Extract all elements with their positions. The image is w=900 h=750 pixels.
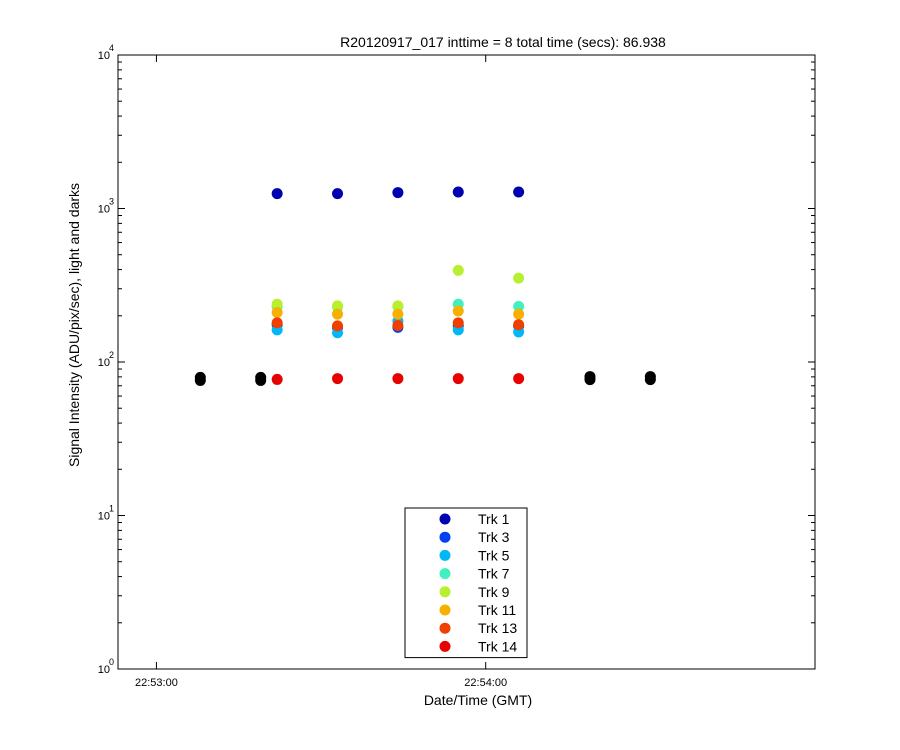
- legend-label: Trk 11: [478, 602, 516, 618]
- legend-label: Trk 1: [478, 511, 510, 527]
- data-point: [452, 373, 464, 385]
- legend-marker: [439, 622, 451, 634]
- data-point: [332, 188, 344, 200]
- data-point: [513, 373, 525, 385]
- legend-box: [404, 507, 528, 659]
- y-tick-label: 10: [98, 511, 110, 523]
- data-point: [271, 317, 283, 329]
- legend-marker: [439, 531, 451, 543]
- chart-title: R20120917_017 inttime = 8 total time (se…: [340, 34, 666, 50]
- data-point: [332, 320, 344, 332]
- legend-label: Trk 5: [478, 547, 510, 563]
- legend-marker: [439, 513, 451, 525]
- data-point: [271, 298, 283, 310]
- data-point: [392, 187, 404, 199]
- legend-label: Trk 13: [478, 620, 517, 636]
- y-tick-exponent: 2: [109, 350, 114, 360]
- data-point: [271, 307, 283, 319]
- data-point: [513, 319, 525, 331]
- data-point: [513, 272, 525, 284]
- y-tick-label: 10: [98, 357, 110, 369]
- data-point: [271, 188, 283, 200]
- y-tick-exponent: 1: [109, 504, 114, 514]
- y-tick-exponent: 4: [109, 43, 114, 53]
- legend-marker: [439, 549, 451, 561]
- data-point: [392, 373, 404, 385]
- legend-label: Trk 3: [478, 529, 510, 545]
- legend: Trk 1 Trk 3 Trk 5 Trk 7 Trk 9 Trk 11 Trk 13 Trk…: [404, 507, 528, 659]
- data-point: [513, 300, 525, 312]
- legend-label: Trk 14: [478, 638, 517, 654]
- y-axis-label: Signal Intensity (ADU/pix/sec), light an…: [66, 183, 82, 467]
- data-point: [392, 300, 404, 312]
- y-tick-label: 10: [98, 664, 110, 676]
- legend-marker: [439, 640, 451, 652]
- y-tick-label: 10: [98, 204, 110, 216]
- data-point: [332, 300, 344, 312]
- data-point: [452, 317, 464, 329]
- y-tick-exponent: 3: [109, 197, 114, 207]
- legend-label: Trk 9: [478, 584, 510, 600]
- legend-marker: [439, 586, 451, 598]
- data-point: [513, 186, 525, 198]
- dark-point: [644, 374, 656, 386]
- legend-label: Trk 7: [478, 566, 510, 582]
- dark-point: [584, 374, 596, 386]
- y-tick-exponent: 0: [109, 657, 114, 667]
- data-point: [513, 308, 525, 320]
- data-point: [392, 319, 404, 331]
- x-axis: 22:53:00 22:54:00: [135, 55, 507, 689]
- dark-point: [194, 374, 206, 386]
- data-point: [332, 308, 344, 320]
- data-point: [452, 186, 464, 198]
- x-tick-label: 22:54:00: [464, 677, 507, 689]
- data-point: [452, 305, 464, 317]
- y-tick-label: 10: [98, 50, 110, 62]
- dark-point: [255, 374, 267, 386]
- data-point: [392, 308, 404, 320]
- data-points: [194, 186, 656, 386]
- data-point: [332, 373, 344, 385]
- legend-marker: [439, 604, 451, 616]
- data-point: [271, 373, 283, 385]
- legend-marker: [439, 568, 451, 580]
- data-point: [452, 264, 464, 276]
- x-tick-label: 22:53:00: [135, 677, 178, 689]
- x-axis-label: Date/Time (GMT): [424, 692, 532, 708]
